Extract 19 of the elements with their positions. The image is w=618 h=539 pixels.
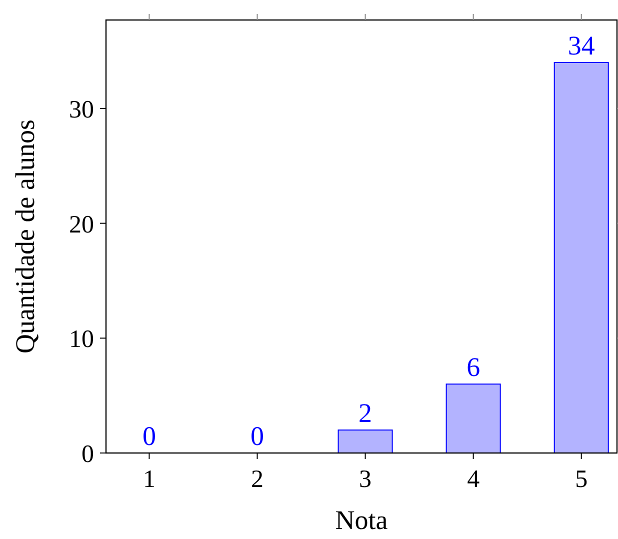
- y-axis-title: Quantidade de alunos: [10, 120, 40, 354]
- x-tick-label: 5: [575, 466, 588, 493]
- y-tick-label: 30: [69, 96, 94, 124]
- bar: [554, 62, 609, 454]
- x-tick-label: 4: [467, 466, 480, 493]
- y-tick-label: 0: [82, 441, 94, 468]
- y-tick-label: 10: [69, 326, 94, 354]
- x-tick-label: 2: [250, 466, 264, 493]
- x-tick-label: 1: [142, 466, 156, 493]
- data-label: 2: [358, 398, 372, 428]
- data-label: 0: [142, 421, 156, 451]
- x-axis-title: Nota: [335, 505, 388, 535]
- bar: [446, 384, 501, 454]
- bar: [338, 430, 393, 454]
- data-label: 0: [250, 421, 264, 451]
- data-label: 6: [466, 352, 480, 382]
- x-tick-label: 3: [359, 466, 372, 493]
- y-tick-label: 20: [69, 211, 94, 238]
- data-label: 34: [568, 30, 596, 60]
